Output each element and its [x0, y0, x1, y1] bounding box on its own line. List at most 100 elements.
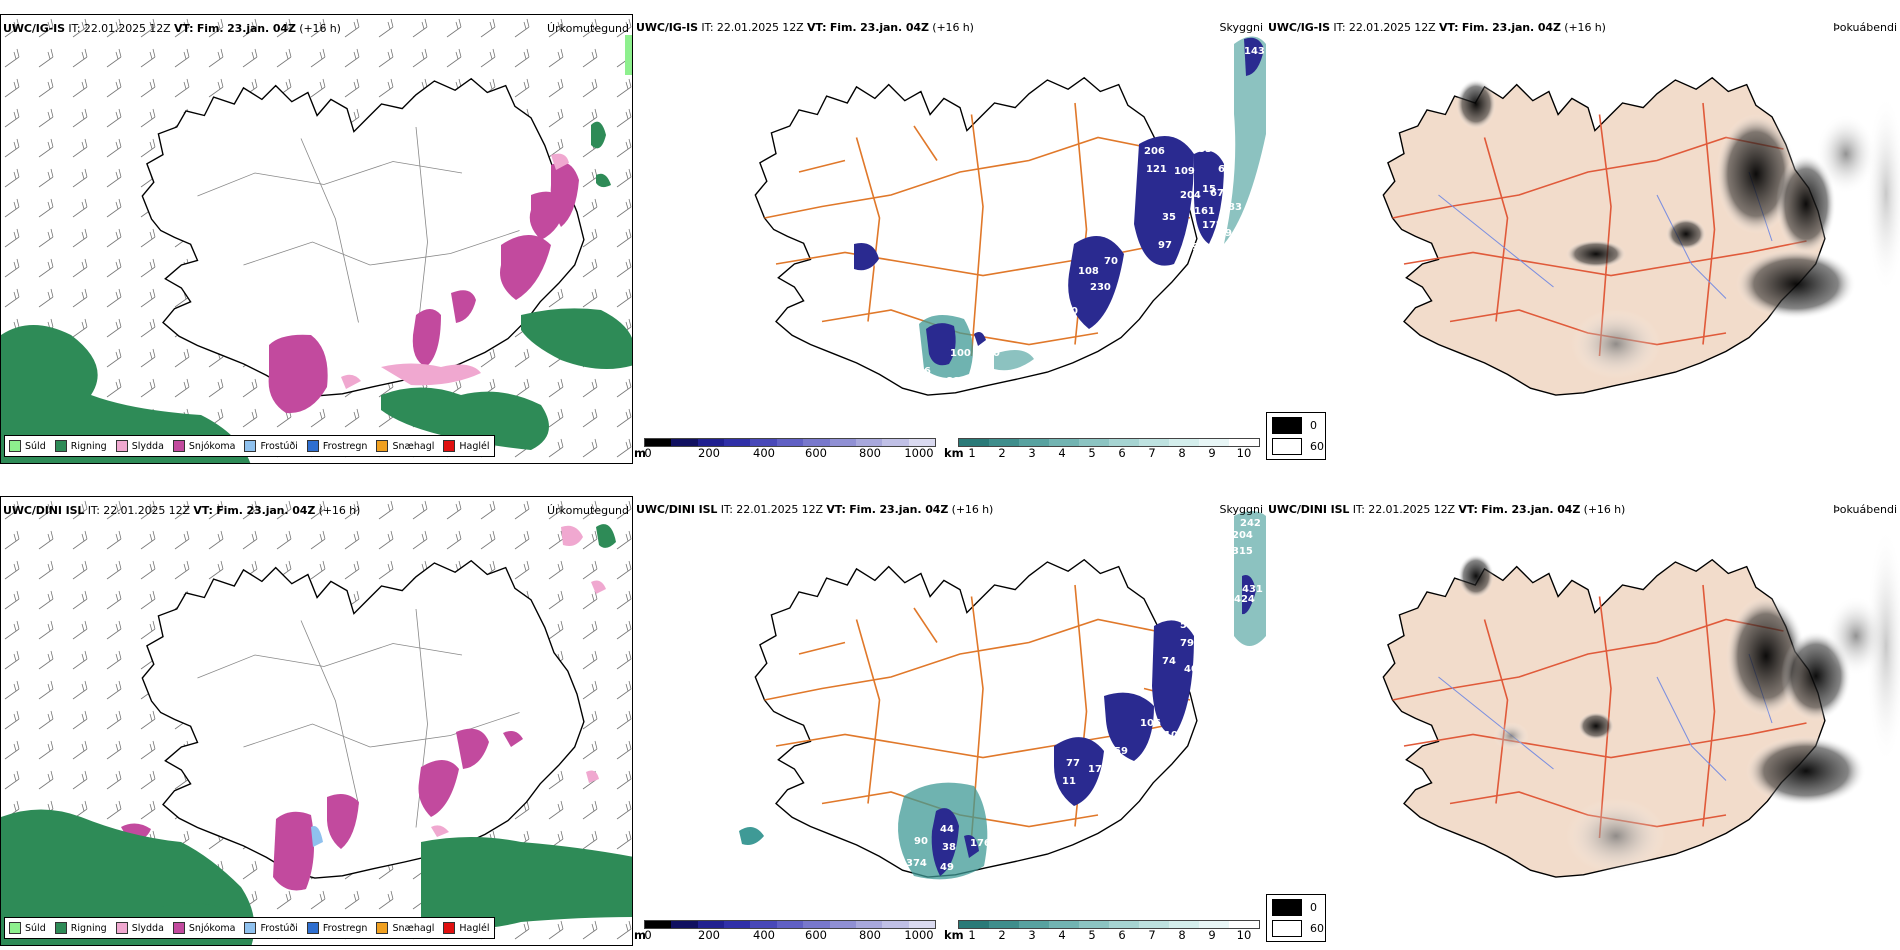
visibility-value: 90: [914, 836, 928, 847]
visibility-values: 143 85 62 206 109 15 121 204 67 161 83 3…: [874, 46, 1265, 387]
fog-key-swatch: [1272, 920, 1302, 937]
panel-title: Skyggni: [1219, 503, 1263, 516]
colorbar-tick: 200: [698, 446, 720, 460]
legend-item: Haglél: [443, 922, 490, 934]
legend-swatch: [172, 922, 185, 934]
legend-swatch: [54, 440, 67, 452]
visibility-value: 62: [1218, 164, 1232, 175]
visibility-value: 106: [1140, 718, 1161, 729]
colorbar-tick: 0: [644, 446, 652, 460]
panel-header: UWC/IG-IS IT: 22.01.2025 12Z VT: Fim. 23…: [1268, 21, 1606, 34]
visibility-map: 143 85 62 206 109 15 121 204 67 161 83 3…: [754, 36, 1266, 396]
visibility-value: 206: [1144, 146, 1165, 157]
colorbar-tick: 9: [1208, 446, 1216, 460]
visibility-km-colorbar: km 1 2 3 4 5 6 7 8 9 10: [944, 920, 1264, 944]
colorbar-tick: 200: [698, 928, 720, 942]
visibility-value: 70: [1104, 256, 1118, 267]
visibility-value: 242: [1240, 518, 1261, 529]
visibility-value: 52: [1180, 620, 1194, 631]
precip-type-panel-dini: UWC/DINI ISL IT: 22.01.2025 12Z VT: Fim.…: [0, 496, 633, 946]
panel-title: Þokuábendi: [1833, 503, 1897, 516]
colorbar-unit: km: [944, 446, 964, 460]
visibility-km-colorbar: km 1 2 3 4 5 6 7 8 9 10: [944, 438, 1264, 462]
legend-item: Rigning: [54, 440, 107, 452]
legend-swatch: [443, 440, 456, 452]
visibility-value: 100: [950, 348, 971, 359]
visibility-panel-dini: 242 204 315 431 424 52 79 74 40 113 106 …: [634, 496, 1266, 946]
colorbar-tick: 7: [1148, 446, 1156, 460]
precip-type-map: [1, 497, 632, 945]
visibility-value: 90: [1128, 278, 1142, 289]
colorbar-tick: 600: [805, 928, 827, 942]
colorbar-tick: 1000: [904, 446, 934, 460]
coastline: [754, 77, 1198, 396]
fog-key: 0 60: [1266, 894, 1326, 942]
visibility-value: 97: [1158, 240, 1172, 251]
precip-type-map: [1, 15, 632, 463]
legend-item: Slydda: [115, 922, 164, 934]
visibility-value: 63: [1212, 278, 1226, 289]
colorbar-tick: 400: [753, 446, 775, 460]
colorbar-tick: 1000: [904, 928, 934, 942]
visibility-value: 48: [1154, 750, 1168, 761]
rain-areas: [1, 121, 632, 463]
visibility-m-colorbar: m 0 200 400 600 800 1000: [634, 438, 936, 462]
visibility-value: 49: [940, 862, 954, 873]
colorbar-tick: 2: [998, 928, 1006, 942]
legend-item: Haglél: [443, 440, 490, 452]
legend-item: Frostúði: [244, 922, 298, 934]
panel-header: UWC/DINI ISL IT: 22.01.2025 12Z VT: Fim.…: [636, 503, 994, 516]
fog-index-panel-dini: UWC/DINI ISL IT: 22.01.2025 12Z VT: Fim.…: [1266, 496, 1900, 946]
panel-header: UWC/IG-IS IT: 22.01.2025 12Z VT: Fim. 23…: [636, 21, 974, 34]
visibility-value: 83: [1228, 202, 1242, 213]
visibility-value: 230: [1090, 282, 1111, 293]
visibility-value: 35: [1162, 212, 1176, 223]
visibility-value: 44: [940, 824, 954, 835]
fog-key: 0 60: [1266, 412, 1326, 460]
colorbar-tick: 8: [1178, 928, 1186, 942]
visibility-value: 85: [1116, 296, 1130, 307]
visibility-value: 77: [1066, 758, 1080, 769]
colorbar-unit: m: [634, 446, 646, 460]
fog-areas: [1456, 79, 1900, 379]
low-visibility-areas: [739, 511, 1266, 880]
colorbar-tick: 8: [1178, 446, 1186, 460]
colorbar-km-bar: [958, 438, 1260, 447]
visibility-value: 121: [1146, 164, 1167, 175]
legend-swatch: [54, 922, 67, 934]
visibility-value: 118: [890, 246, 911, 257]
visibility-value: 108: [1078, 266, 1099, 277]
colorbar-tick: 10: [1236, 928, 1252, 942]
colorbar-tick: 600: [805, 446, 827, 460]
low-visibility-areas: [854, 36, 1266, 378]
visibility-value: 74: [1162, 656, 1176, 667]
colorbar-tick: 5: [1088, 928, 1096, 942]
visibility-value: 106: [910, 366, 931, 377]
legend-swatch: [306, 440, 319, 452]
panel-title: Úrkomutegund: [547, 22, 629, 35]
visibility-panel-igis: 143 85 62 206 109 15 121 204 67 161 83 3…: [634, 14, 1266, 464]
colorbar-tick: 800: [859, 446, 881, 460]
visibility-value: 88: [946, 376, 960, 387]
legend-item: Snæhagl: [376, 440, 434, 452]
colorbar-tick: 4: [1058, 446, 1066, 460]
fog-map: [1382, 77, 1900, 396]
visibility-value: 143: [1244, 46, 1265, 57]
legend-item: Súld: [9, 440, 46, 452]
legend-swatch: [9, 440, 21, 452]
fog-key-row: 60: [1272, 920, 1324, 937]
visibility-value: 204: [1180, 190, 1201, 201]
colorbar-tick: 4: [1058, 928, 1066, 942]
visibility-value: 10: [986, 348, 1000, 359]
colorbar-tick: 7: [1148, 928, 1156, 942]
visibility-value: 113: [1014, 708, 1035, 719]
legend-swatch: [9, 922, 21, 934]
legend-swatch: [443, 922, 456, 934]
roads: [197, 126, 520, 346]
colorbar-tick: 5: [1088, 446, 1096, 460]
visibility-value: 161: [1194, 206, 1215, 217]
visibility-value: 173: [1212, 260, 1233, 271]
legend-swatch: [115, 440, 128, 452]
colorbar-m-bar: [644, 438, 936, 447]
visibility-value: 79: [1180, 638, 1194, 649]
